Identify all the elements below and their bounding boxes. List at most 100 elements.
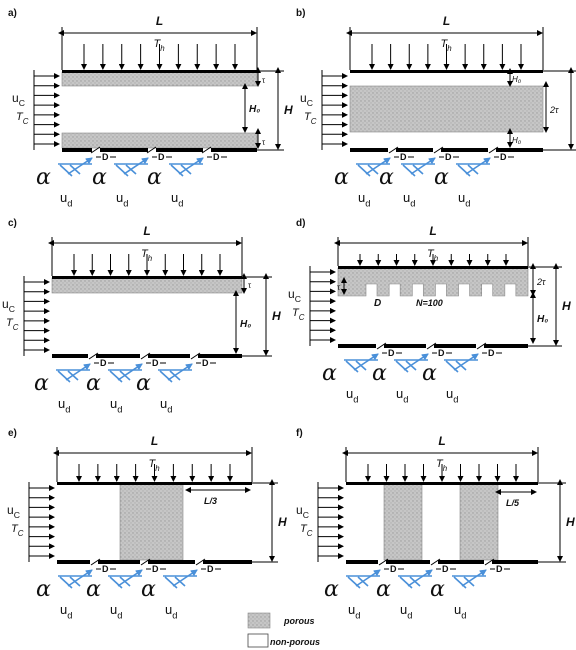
alpha-symbol: α xyxy=(334,165,349,190)
slot-width-label: D xyxy=(158,152,165,162)
length-label: L xyxy=(443,14,450,28)
jet-arrow xyxy=(117,569,143,587)
alpha-symbol: α xyxy=(136,371,151,396)
height-label: H xyxy=(278,515,287,529)
jet-line xyxy=(402,164,416,177)
inlet-temp-label: TC xyxy=(304,111,317,126)
jet-arrow xyxy=(67,569,93,587)
jet-velocity-label: ud xyxy=(446,386,458,405)
legend-porous-swatch xyxy=(247,612,271,629)
slot-width-label: D xyxy=(152,564,159,574)
inlet-temp-label: TC xyxy=(300,523,313,538)
jet-line xyxy=(345,360,359,373)
slot-line xyxy=(201,146,212,154)
slot-width-label: D xyxy=(438,348,445,358)
alpha-symbol: α xyxy=(430,577,445,602)
porous-finned-layer xyxy=(337,267,529,297)
jet-velocity-label: ud xyxy=(458,190,470,209)
jet-line xyxy=(395,360,409,373)
jet-line xyxy=(180,164,192,175)
jet-line xyxy=(119,370,131,381)
jet-line xyxy=(357,164,371,177)
length-label: L xyxy=(429,224,436,238)
hot-temp-label: Th xyxy=(141,248,153,263)
fin-spacing-label: D xyxy=(374,298,381,309)
length-label: L xyxy=(143,224,150,238)
jet-line xyxy=(409,576,421,587)
alpha-symbol: α xyxy=(141,577,156,602)
slot-line xyxy=(484,558,495,566)
slot-line xyxy=(476,342,487,350)
top-wall xyxy=(52,276,242,279)
jet-line xyxy=(457,164,471,177)
alpha-symbol: α xyxy=(34,371,49,396)
jet-line xyxy=(164,576,178,589)
jet-velocity-label: ud xyxy=(358,190,370,209)
bottom-wall-segment xyxy=(100,148,148,152)
legend-non-porous-swatch xyxy=(247,633,269,648)
slot-line xyxy=(146,146,157,154)
bottom-wall-segment xyxy=(57,560,90,564)
porous-layer-center xyxy=(349,85,544,133)
jet-arrow xyxy=(355,569,381,587)
bottom-wall-segment xyxy=(98,560,140,564)
jet-arrow xyxy=(178,157,204,175)
jet-velocity-label: ud xyxy=(396,386,408,405)
inlet-temp-label: TC xyxy=(16,111,29,126)
jet-line xyxy=(59,164,73,177)
jet-velocity-label: ud xyxy=(58,396,70,415)
jet-line xyxy=(67,370,79,381)
two-tau-label: 2τ xyxy=(536,277,546,287)
bottom-wall-segment xyxy=(346,560,378,564)
jet-arrow xyxy=(453,353,479,371)
panel-label: f) xyxy=(296,428,303,439)
jet-arrow xyxy=(167,363,193,381)
hot-temp-label: Th xyxy=(427,248,439,263)
slot-line xyxy=(388,146,399,154)
h0-bottom-label: H₀ xyxy=(512,136,522,145)
jet-line xyxy=(69,164,81,175)
alpha-symbol: α xyxy=(147,165,162,190)
hot-temp-label: Th xyxy=(154,38,166,53)
jet-line xyxy=(367,164,379,175)
jet-line xyxy=(119,576,131,587)
panel-label: c) xyxy=(8,218,17,229)
bottom-wall-segment xyxy=(198,354,242,358)
slot-line xyxy=(140,558,151,566)
inlet-velocity-label: uC xyxy=(2,297,15,314)
bottom-wall-segment xyxy=(338,344,376,348)
jet-arrow xyxy=(410,157,436,175)
alpha-symbol: α xyxy=(86,577,101,602)
jet-arrow xyxy=(117,363,143,381)
jet-line xyxy=(399,576,413,589)
top-wall xyxy=(346,482,538,485)
top-wall xyxy=(350,70,543,73)
bottom-wall-segment xyxy=(203,560,252,564)
slot-width-label: D xyxy=(500,152,507,162)
length-label: L xyxy=(438,434,445,448)
slot-line xyxy=(88,352,99,360)
jet-line xyxy=(174,576,186,587)
slot-line xyxy=(376,342,387,350)
tau-label: τ xyxy=(262,138,266,147)
jet-velocity-label: ud xyxy=(171,190,183,209)
jet-velocity-label: ud xyxy=(403,190,415,209)
top-wall xyxy=(338,266,528,269)
length-label: L xyxy=(151,434,158,448)
slot-line xyxy=(430,558,441,566)
alpha-symbol: α xyxy=(379,165,394,190)
jet-arrow xyxy=(65,363,91,381)
inlet-velocity-label: uC xyxy=(296,503,309,520)
jet-velocity-label: ud xyxy=(60,602,72,621)
tau-label: τ xyxy=(248,281,252,290)
bottom-wall-segment xyxy=(386,560,430,564)
